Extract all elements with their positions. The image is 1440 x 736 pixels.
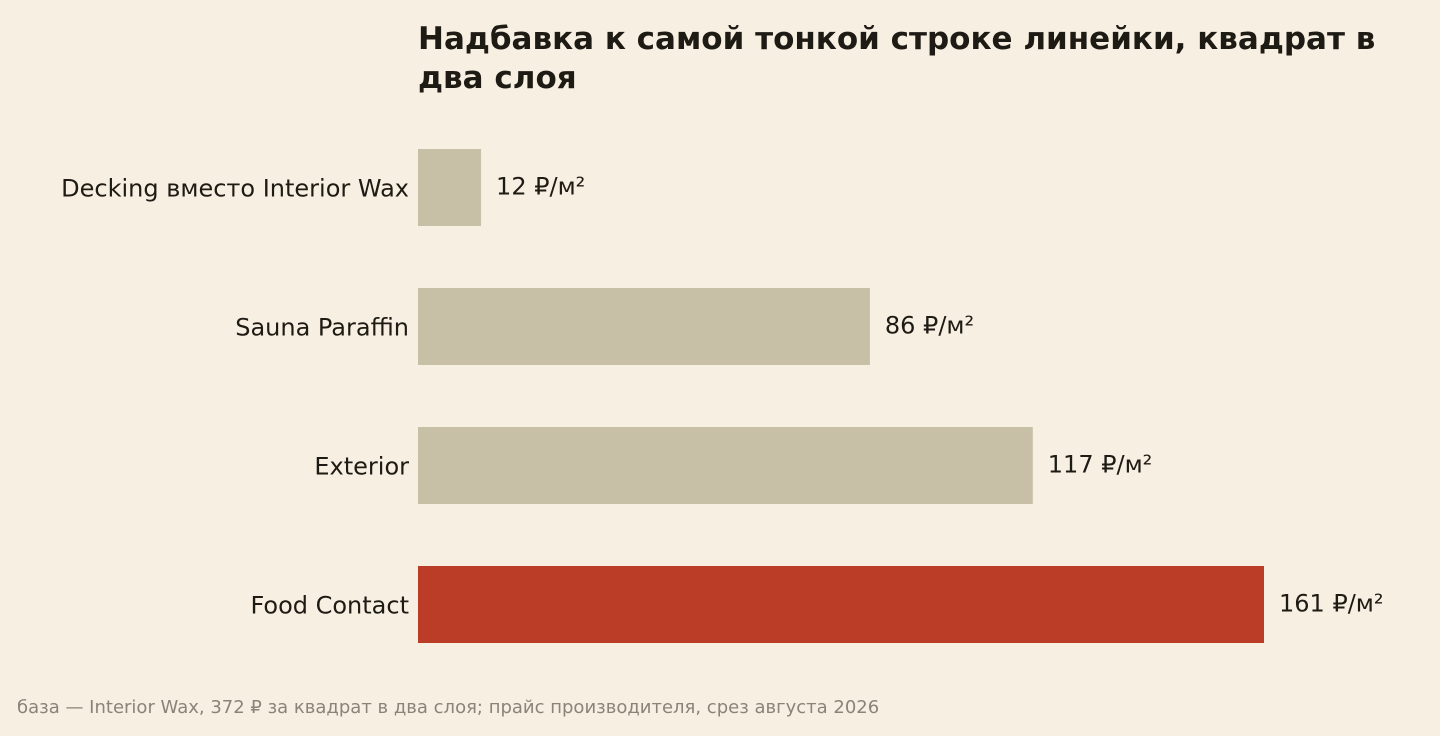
chart-title: Надбавка к самой тонкой строке линейки, … <box>418 21 1376 96</box>
category-label: Exterior <box>314 453 409 481</box>
bar <box>418 566 1264 643</box>
bar <box>418 149 482 226</box>
bar <box>418 427 1033 504</box>
value-label: 117 ₽/м² <box>1048 451 1153 479</box>
category-label: Decking вместо Interior Wax <box>61 175 409 203</box>
value-label: 161 ₽/м² <box>1279 590 1384 618</box>
footnote: база — Interior Wax, 372 ₽ за квадрат в … <box>17 697 880 718</box>
value-label: 12 ₽/м² <box>496 173 585 201</box>
category-label: Sauna Paraffin <box>235 314 409 342</box>
category-label: Food Contact <box>250 592 409 620</box>
value-label: 86 ₽/м² <box>885 312 974 340</box>
bar <box>418 288 870 365</box>
